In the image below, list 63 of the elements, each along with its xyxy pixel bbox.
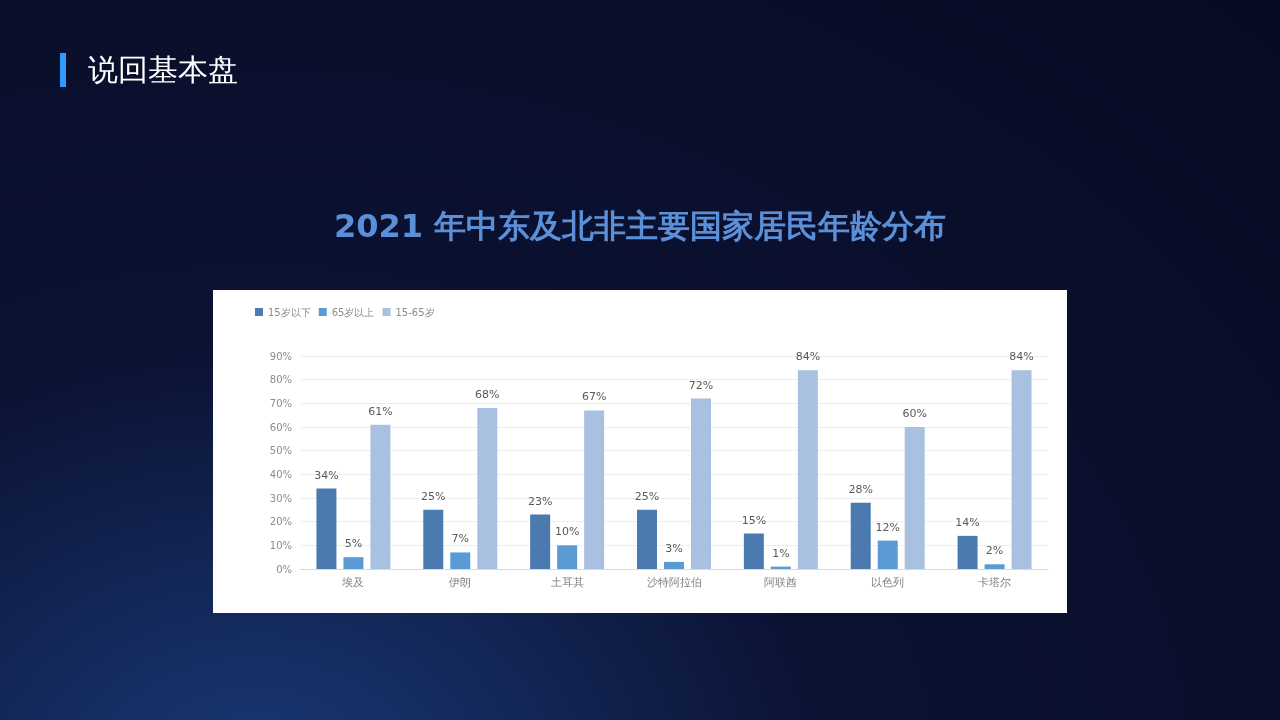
data-label: 2% [985,544,1004,558]
bar [557,545,578,569]
y-tick-label: 40% [269,468,292,480]
bar [316,488,337,569]
bar [477,408,498,569]
bar [984,564,1005,569]
bar [797,370,818,569]
bar [850,502,871,569]
y-tick-label: 30% [269,492,292,504]
data-label: 25% [421,489,446,503]
x-tick-label: 以色列 [871,576,905,589]
x-tick-label: 阿联酋 [764,576,798,589]
data-label: 15% [741,513,767,527]
y-tick-label: 70% [269,397,292,409]
data-label: 84% [1009,350,1034,364]
data-label: 68% [475,388,500,402]
bar [664,561,684,569]
data-label: 12% [875,520,900,534]
data-label: 14% [955,515,980,529]
data-label: 10% [554,525,580,539]
y-tick-label: 10% [269,539,292,551]
data-label: 5% [344,537,363,551]
data-label: 23% [527,494,553,508]
y-tick-label: 0% [276,563,292,575]
x-tick-label: 沙特阿拉伯 [646,576,702,589]
data-label: 28% [848,482,873,496]
x-tick-label: 卡塔尔 [978,576,1012,589]
text: 说回基本盘 [88,51,238,89]
bar [1011,370,1032,569]
x-tick-label: 埃及 [341,576,365,589]
x-tick-label: 土耳其 [550,576,584,589]
data-label: 84% [795,350,821,364]
y-tick-label: 60% [269,421,292,433]
bar [530,514,551,569]
data-label: 67% [581,390,607,404]
legend-label: 15岁以下 [268,306,311,318]
y-tick-label: 20% [269,516,292,528]
data-label: 7% [451,532,470,546]
data-label: 60% [902,407,927,420]
y-tick-label: 80% [269,374,292,386]
data-label: 25% [634,489,660,503]
bar [743,533,764,569]
bar [877,540,898,569]
y-tick-label: 90% [269,350,292,362]
bar [637,509,657,569]
bar [691,398,711,569]
legend-label: 65岁以上 [331,306,375,318]
data-label: 3% [665,541,683,555]
bar [450,552,471,569]
bar [957,535,978,569]
data-label: 1% [772,546,790,560]
y-tick-label: 50% [269,445,292,457]
x-tick-label: 伊朗 [449,576,472,589]
data-label: 34% [314,468,339,482]
data-label: 61% [368,404,393,418]
bar [343,557,364,569]
bar [370,424,391,569]
bar [423,509,444,569]
bar [904,427,925,569]
data-label: 72% [688,378,714,392]
legend-label: 15-65岁 [395,306,435,318]
chart-title: 2021 年中东及北非主要国家居民年龄分布 [333,207,947,245]
bar [584,410,605,569]
